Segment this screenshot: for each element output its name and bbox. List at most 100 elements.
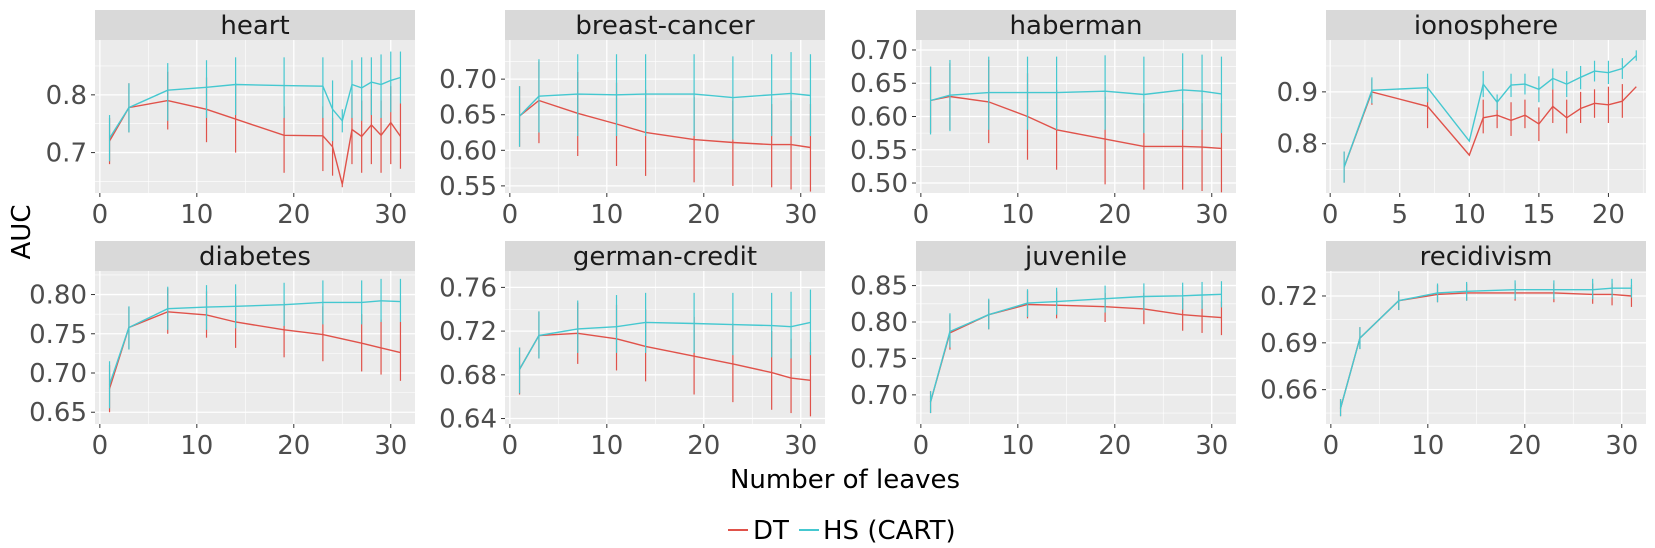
legend: DT HS (CART) bbox=[728, 516, 956, 546]
x-tick-label: 30 bbox=[784, 431, 817, 461]
series-line bbox=[1339, 287, 1632, 409]
x-tick-label: 30 bbox=[784, 200, 817, 230]
facet-panels: heart 0 10 20 30 0.7 0.8 breast-cancer 0 10 20 30 0.… bbox=[29, 10, 1646, 461]
y-tick-label: 0.80 bbox=[850, 308, 908, 338]
series-hs bbox=[929, 281, 1223, 414]
y-tick-label: 0.7 bbox=[46, 139, 87, 169]
plot-background bbox=[1326, 40, 1646, 193]
facet-title: heart bbox=[220, 11, 289, 41]
x-tick-label: 30 bbox=[374, 431, 407, 461]
x-tick-label: 20 bbox=[1508, 431, 1541, 461]
facet-title: german-credit bbox=[573, 242, 757, 272]
y-tick-label: 0.72 bbox=[439, 317, 497, 347]
x-tick-label: 10 bbox=[180, 200, 213, 230]
x-tick-label: 0 bbox=[1323, 431, 1340, 461]
x-tick-label: 0 bbox=[1322, 200, 1339, 230]
series-hs bbox=[518, 52, 812, 147]
y-tick-label: 0.70 bbox=[850, 381, 908, 411]
x-tick-label: 30 bbox=[1195, 431, 1228, 461]
x-tick-label: 0 bbox=[92, 431, 109, 461]
y-tick-label: 0.50 bbox=[850, 169, 908, 199]
x-tick-label: 20 bbox=[277, 200, 310, 230]
y-tick-label: 0.9 bbox=[1277, 78, 1318, 108]
y-tick-label: 0.80 bbox=[29, 281, 87, 311]
y-tick-label: 0.69 bbox=[1260, 329, 1318, 359]
x-tick-label: 0 bbox=[502, 200, 519, 230]
x-tick-label: 10 bbox=[180, 431, 213, 461]
y-tick-label: 0.65 bbox=[29, 398, 87, 428]
legend-label-dt: DT bbox=[753, 516, 789, 546]
x-tick-label: 10 bbox=[590, 431, 623, 461]
panel-ionosphere: ionosphere 0 5 10 15 20 0.8 0.9 bbox=[1277, 10, 1646, 230]
facet-title: diabetes bbox=[199, 242, 311, 272]
y-tick-label: 0.75 bbox=[850, 344, 908, 374]
plot-background bbox=[916, 271, 1236, 424]
series-line bbox=[930, 89, 1222, 102]
y-tick-label: 0.68 bbox=[439, 361, 497, 391]
y-tick-label: 0.65 bbox=[850, 69, 908, 99]
series-line bbox=[108, 300, 401, 386]
x-tick-label: 20 bbox=[1098, 200, 1131, 230]
facet-strip bbox=[95, 10, 415, 40]
x-tick-label: 10 bbox=[1453, 200, 1486, 230]
panel-haberman: haberman 0 10 20 30 0.500.550.60 0.650.70 bbox=[850, 10, 1236, 230]
x-tick-label: 0 bbox=[913, 431, 930, 461]
series-line bbox=[1343, 55, 1637, 168]
x-tick-label: 20 bbox=[277, 431, 310, 461]
panel-recidivism: recidivism 0 10 20 30 0.66 0.69 0.72 bbox=[1260, 241, 1646, 461]
series-line bbox=[929, 293, 1222, 403]
facet-title: breast-cancer bbox=[575, 11, 755, 41]
y-tick-label: 0.70 bbox=[850, 36, 908, 66]
series-line bbox=[518, 321, 811, 370]
plot-background bbox=[505, 40, 825, 193]
x-tick-label: 20 bbox=[1592, 200, 1625, 230]
series-line bbox=[930, 95, 1222, 150]
y-tick-label: 0.55 bbox=[850, 136, 908, 166]
series-line bbox=[108, 311, 401, 389]
x-axis-title: Number of leaves bbox=[730, 465, 960, 495]
y-tick-label: 0.65 bbox=[439, 101, 497, 131]
facet-strip bbox=[916, 241, 1236, 271]
facet-strip bbox=[505, 10, 825, 40]
legend-label-hs: HS (CART) bbox=[823, 516, 956, 546]
x-tick-label: 10 bbox=[1001, 200, 1034, 230]
facet-strip bbox=[1326, 10, 1646, 40]
facet-title: juvenile bbox=[1024, 242, 1127, 272]
x-tick-label: 10 bbox=[1001, 431, 1034, 461]
y-tick-label: 0.55 bbox=[439, 172, 497, 202]
x-tick-label: 0 bbox=[502, 431, 519, 461]
x-tick-label: 20 bbox=[687, 200, 720, 230]
x-tick-label: 15 bbox=[1522, 200, 1555, 230]
x-tick-label: 0 bbox=[92, 200, 109, 230]
facet-strip bbox=[1326, 241, 1646, 271]
x-tick-label: 30 bbox=[1605, 431, 1638, 461]
y-tick-label: 0.85 bbox=[850, 272, 908, 302]
panel-breast-cancer: breast-cancer 0 10 20 30 0.55 0.60 0.65 0.70 bbox=[439, 10, 825, 230]
series-line bbox=[1343, 86, 1637, 168]
series-line bbox=[108, 99, 402, 185]
facet-strip bbox=[916, 10, 1236, 40]
panel-diabetes: diabetes 0 10 20 30 0.65 0.70 0.75 0.80 bbox=[29, 241, 415, 461]
x-tick-label: 10 bbox=[590, 200, 623, 230]
plot-background bbox=[95, 40, 415, 193]
y-tick-label: 0.64 bbox=[439, 405, 497, 435]
panel-juvenile: juvenile 0 10 20 30 0.70 0.75 0.80 0.85 bbox=[850, 241, 1236, 461]
y-tick-label: 0.60 bbox=[850, 103, 908, 133]
plot-background bbox=[505, 271, 825, 424]
series-line bbox=[519, 99, 811, 149]
panel-heart: heart 0 10 20 30 0.7 0.8 bbox=[46, 10, 415, 230]
x-tick-label: 30 bbox=[374, 200, 407, 230]
series-dt bbox=[1343, 78, 1637, 183]
y-tick-label: 0.66 bbox=[1260, 376, 1318, 406]
y-tick-label: 0.70 bbox=[439, 65, 497, 95]
series-hs bbox=[929, 53, 1223, 135]
facet-title: haberman bbox=[1010, 11, 1143, 41]
series-hs bbox=[1343, 50, 1637, 183]
y-tick-label: 0.72 bbox=[1260, 282, 1318, 312]
y-tick-label: 0.8 bbox=[46, 81, 87, 111]
y-tick-label: 0.70 bbox=[29, 359, 87, 389]
panel-german-credit: german-credit 0 10 20 30 0.64 0.68 0.72 0.76 bbox=[439, 241, 825, 461]
facet-strip bbox=[95, 241, 415, 271]
series-hs bbox=[108, 51, 402, 162]
